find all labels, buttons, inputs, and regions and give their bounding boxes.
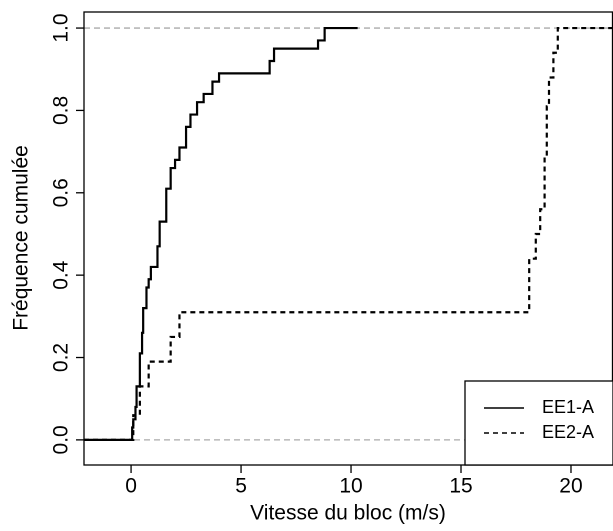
y-axis-title: Fréquence cumulée [10, 145, 33, 331]
y-tick-label: 0.4 [50, 260, 73, 290]
ecdf-line [84, 26, 358, 441]
x-tick-label: 15 [449, 475, 472, 498]
legend-label: EE2-A [542, 422, 594, 442]
ecdf-line [84, 26, 613, 441]
x-tick-label: 0 [125, 475, 137, 498]
y-tick-label: 0.8 [50, 96, 73, 125]
legend-box [464, 380, 613, 466]
legend-label: EE1-A [542, 397, 594, 417]
y-tick-label: 0.6 [50, 178, 73, 207]
y-tick-label: 0.2 [50, 343, 73, 372]
x-tick-label: 20 [559, 475, 582, 498]
y-tick-label: 1.0 [50, 13, 73, 42]
x-tick-label: 5 [235, 475, 247, 498]
y-tick-label: 0.0 [50, 425, 73, 454]
x-tick-label: 10 [339, 475, 362, 498]
x-axis-title: Vitesse du bloc (m/s) [250, 502, 446, 525]
